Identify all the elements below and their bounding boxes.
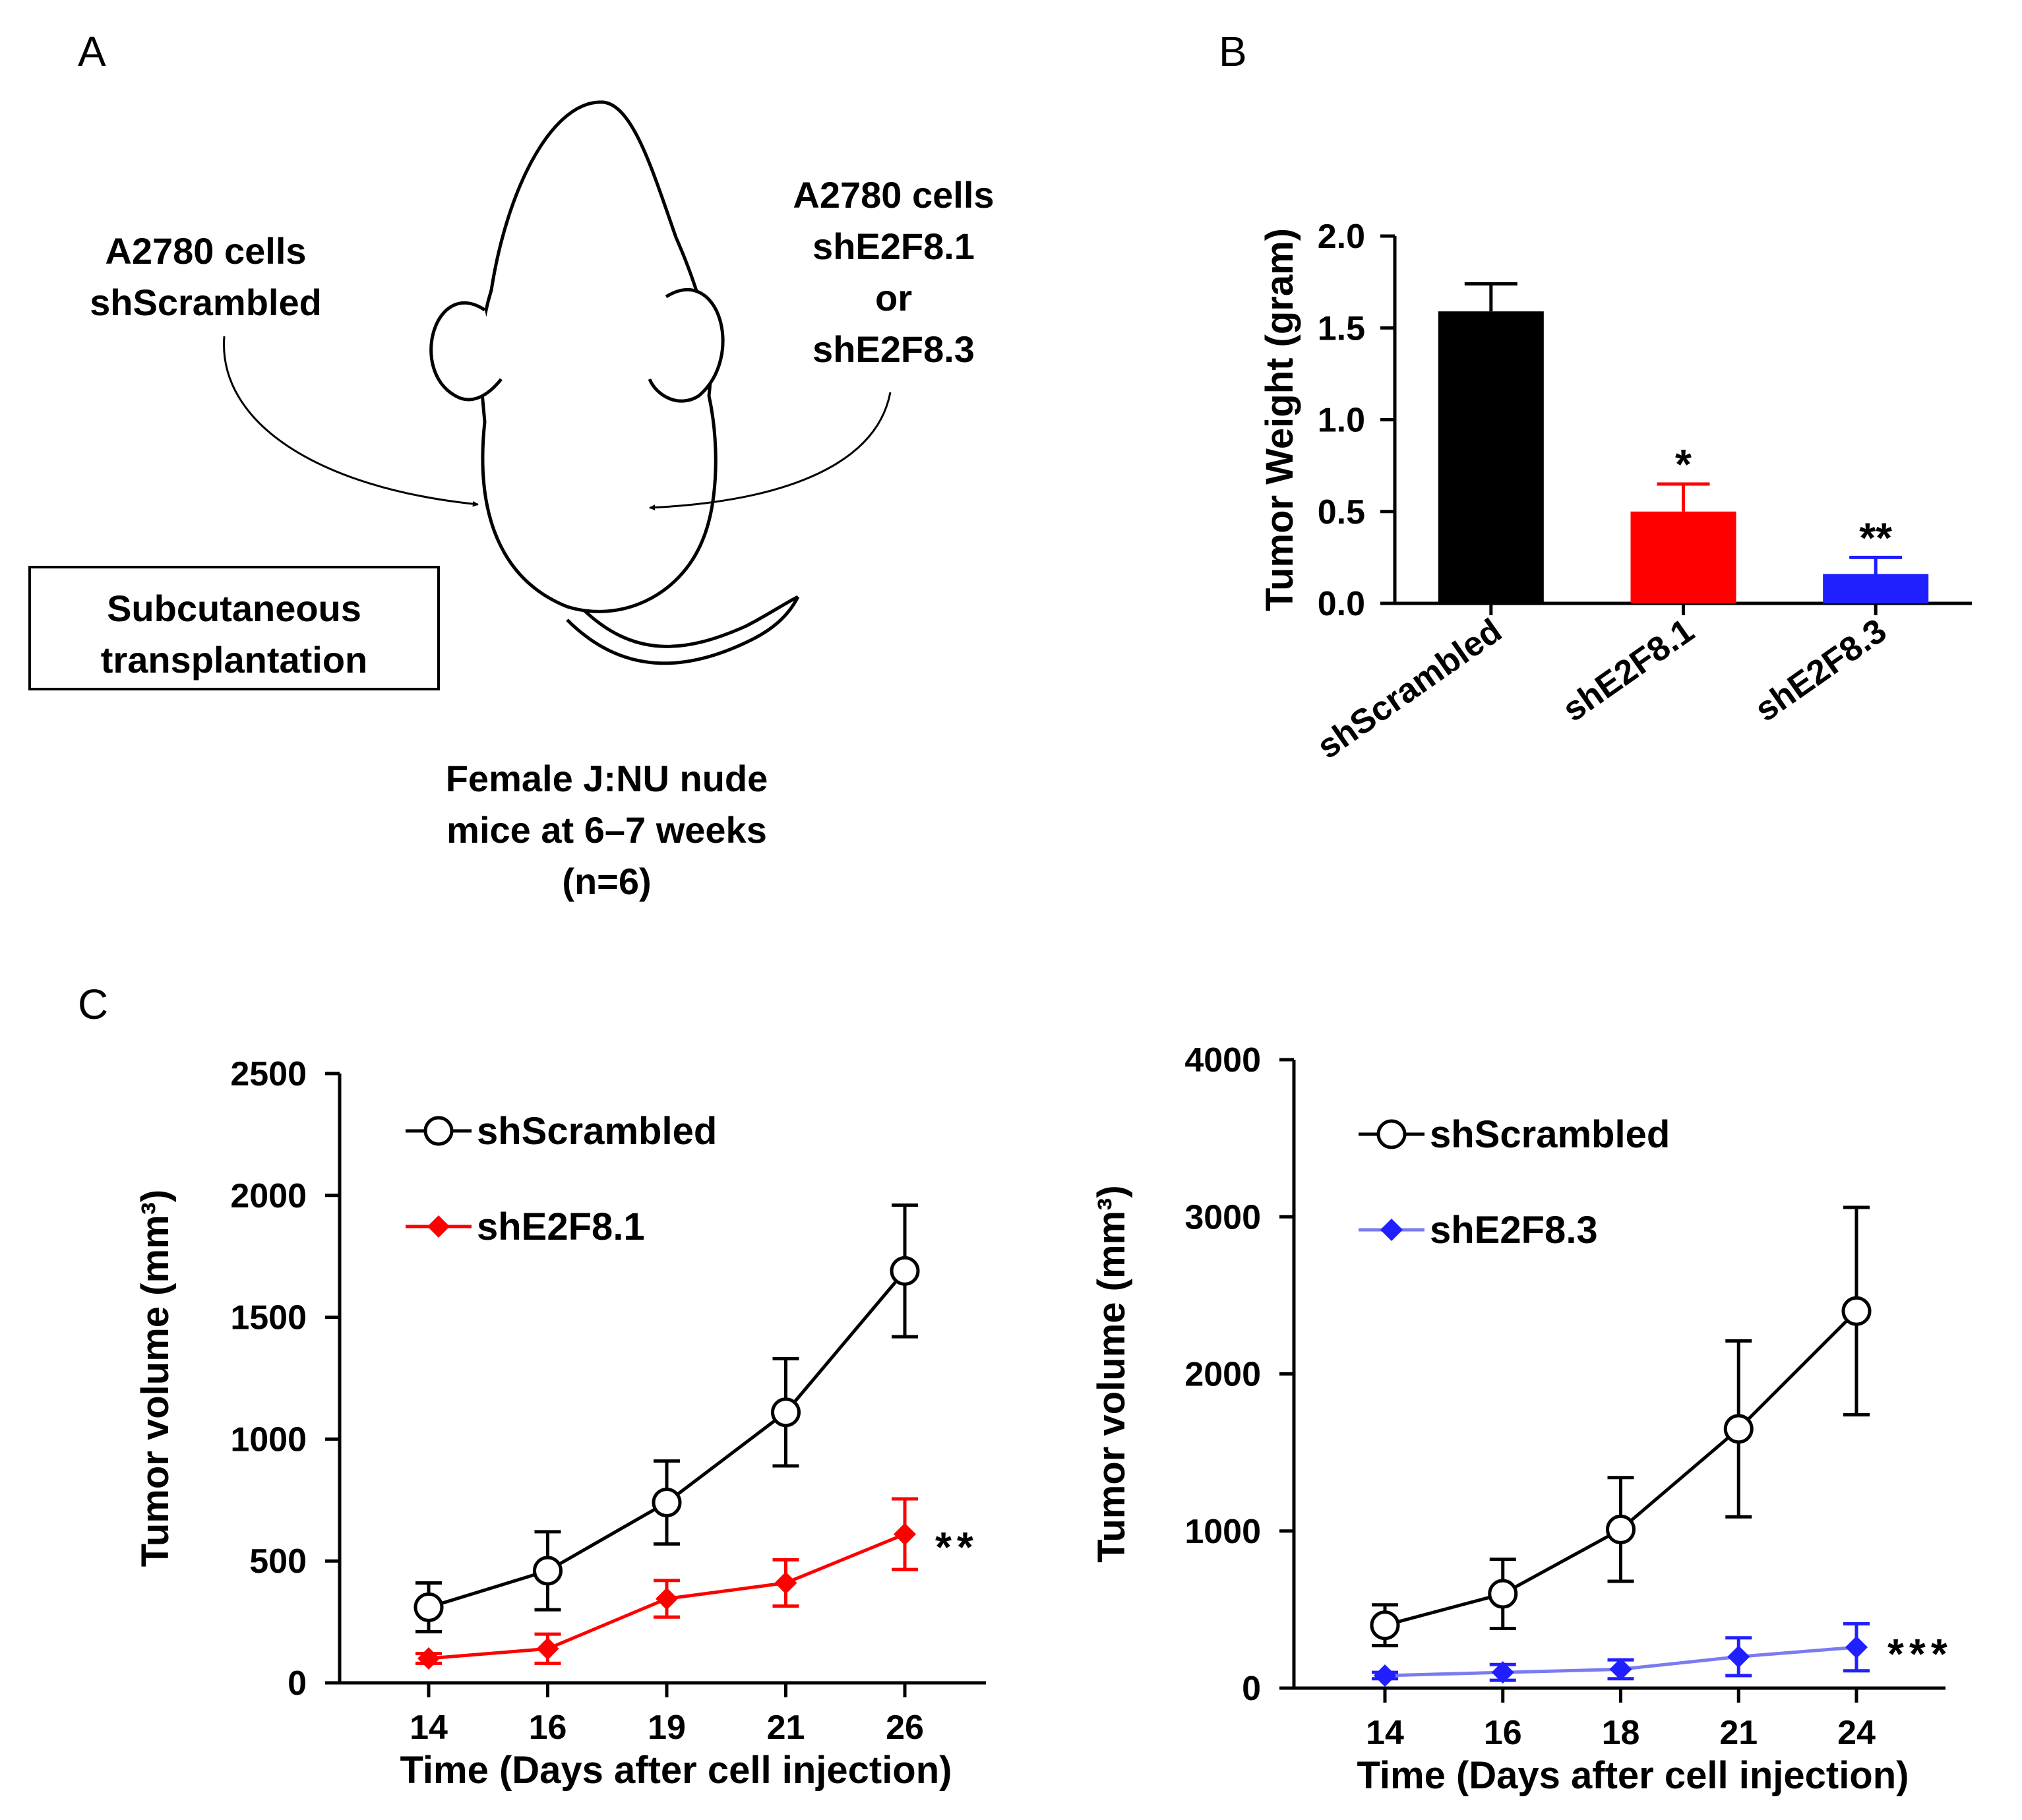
data-point [1370, 1610, 1400, 1641]
panel-a: A A2780 cells shScrambled A2780 cells sh… [28, 28, 995, 902]
x-tick-label: 21 [1719, 1714, 1758, 1752]
data-point [536, 1637, 559, 1660]
bar [1630, 511, 1736, 603]
bar [1438, 311, 1544, 603]
legend-marker [1380, 1219, 1403, 1241]
x-tick-label: 16 [1484, 1714, 1522, 1752]
mouse-illustration [429, 100, 800, 665]
x-tick-label: 16 [529, 1709, 567, 1747]
mice-caption-line2: mice at 6–7 weeks [446, 809, 767, 851]
y-tick-label: 0.0 [1318, 585, 1365, 623]
x-axis-label: Time (Days after cell injection) [400, 1749, 952, 1792]
panel-b: B 0.0 0.5 1.0 1.5 2.0 Tumor Weight (gram)shSc… [1219, 28, 1972, 766]
y-tick-label: 1000 [230, 1420, 307, 1459]
significance-marker: ** [1859, 514, 1892, 561]
data-point [652, 1487, 682, 1517]
x-tick-label: 14 [1366, 1714, 1404, 1752]
mice-caption-line3: (n=6) [562, 861, 651, 902]
tumor-weight-bar-chart: 0.0 0.5 1.0 1.5 2.0 Tumor Weight (gram)shScra… [1258, 218, 1972, 766]
panel-c-letter: C [78, 981, 108, 1028]
y-tick-label: 3000 [1184, 1198, 1261, 1236]
y-tick-label: 2000 [1184, 1356, 1261, 1394]
y-tick-label: 0 [288, 1664, 307, 1703]
data-point [1491, 1661, 1514, 1684]
significance-marker: ** [935, 1523, 979, 1571]
panel-a-letter: A [78, 28, 106, 75]
data-point [894, 1523, 916, 1546]
legend-marker [1376, 1119, 1407, 1149]
data-point [1727, 1645, 1750, 1668]
data-point [414, 1592, 444, 1622]
y-tick-label: 1.5 [1318, 309, 1365, 348]
significance-marker: *** [1887, 1630, 1953, 1678]
y-tick-label: 1.0 [1318, 402, 1365, 440]
data-point [1841, 1296, 1872, 1326]
data-point [1606, 1514, 1636, 1544]
x-tick-label: 24 [1837, 1714, 1876, 1752]
y-tick-label: 0.5 [1318, 493, 1365, 531]
y-tick-label: 2000 [230, 1177, 307, 1215]
data-point [774, 1571, 797, 1594]
y-axis-label: Tumor volume (mm³) [1090, 1185, 1133, 1563]
data-point [1723, 1414, 1754, 1444]
right-cells-label-line3: or [875, 277, 912, 318]
panel-b-letter: B [1219, 28, 1247, 75]
x-tick-label: shE2F8.1 [1556, 611, 1701, 729]
left-cells-label-line1: A2780 cells [105, 230, 306, 272]
transplant-box [28, 566, 440, 690]
right-cells-label-line2: shE2F8.1 [812, 226, 975, 267]
data-point [890, 1256, 920, 1286]
legend-label: shE2F8.3 [1430, 1209, 1598, 1252]
bar [1823, 574, 1929, 603]
x-tick-label: 26 [886, 1709, 924, 1747]
series-line [428, 1269, 906, 1609]
y-tick-label: 2.0 [1318, 218, 1365, 256]
y-tick-label: 500 [249, 1542, 307, 1581]
y-axis-label: Tumor Weight (gram) [1258, 228, 1301, 611]
data-point [771, 1397, 801, 1428]
y-tick-label: 4000 [1184, 1041, 1261, 1079]
data-point [1609, 1658, 1632, 1681]
mice-caption-line1: Female J:NU nude [446, 758, 768, 799]
legend-label: shScrambled [1430, 1113, 1670, 1156]
right-cells-label-line1: A2780 cells [793, 174, 994, 216]
data-point [533, 1556, 563, 1586]
data-point [1374, 1664, 1396, 1687]
x-tick-label: 18 [1602, 1714, 1640, 1752]
x-tick-label: 21 [767, 1709, 805, 1747]
transplant-box-line2: transplantation [101, 639, 367, 681]
legend-marker [423, 1116, 454, 1146]
legend-label: shE2F8.1 [477, 1205, 645, 1248]
left-injection-arrow [223, 336, 479, 507]
x-tick-label: 14 [410, 1709, 448, 1747]
data-point [417, 1647, 440, 1670]
data-point [656, 1587, 678, 1610]
y-tick-label: 1500 [230, 1299, 307, 1337]
y-tick-label: 1000 [1184, 1513, 1261, 1551]
legend-label: shScrambled [477, 1110, 717, 1153]
significance-marker: * [1675, 440, 1692, 488]
x-tick-label: shScrambled [1310, 611, 1509, 766]
x-tick-label: 19 [648, 1709, 686, 1747]
y-axis-label: Tumor volume (mm³) [134, 1190, 177, 1567]
legend-marker [427, 1215, 450, 1238]
data-point [1488, 1579, 1518, 1609]
left-cells-label-line2: shScrambled [90, 282, 322, 323]
y-tick-label: 0 [1242, 1670, 1261, 1708]
right-injection-arrow [649, 392, 892, 511]
x-axis-label: Time (Days after cell injection) [1357, 1754, 1909, 1797]
transplant-box-line1: Subcutaneous [107, 588, 361, 629]
y-tick-label: 2500 [230, 1055, 307, 1093]
right-cells-label-line4: shE2F8.3 [812, 328, 975, 370]
data-point [1845, 1636, 1868, 1659]
x-tick-label: shE2F8.3 [1748, 611, 1893, 729]
